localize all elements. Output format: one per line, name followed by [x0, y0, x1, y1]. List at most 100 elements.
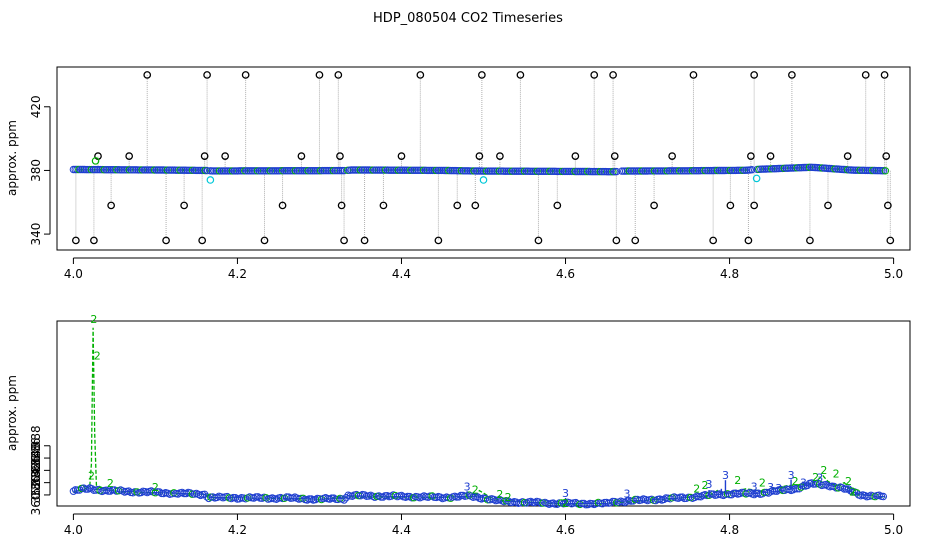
- raw-point-38: [612, 236, 621, 245]
- point-label-3: 3: [624, 487, 631, 500]
- point-label-3: 3: [562, 487, 569, 500]
- point-label-2: 2: [759, 476, 766, 489]
- raw-point-18: [336, 152, 344, 160]
- raw-point-9: [200, 152, 209, 160]
- point-label-2: 2: [88, 470, 95, 483]
- baseline-point: [748, 166, 756, 174]
- data-point: [879, 492, 887, 501]
- flagged-point-2: [479, 176, 488, 184]
- x-tick-label-top: 4.6: [556, 267, 575, 281]
- baseline-point: [87, 165, 96, 174]
- data-point: [842, 485, 851, 493]
- point-label-2: 2: [505, 491, 512, 504]
- raw-point-47: [750, 71, 759, 79]
- baseline-point: [537, 167, 545, 176]
- raw-point-56: [882, 152, 891, 160]
- raw-point-0: [72, 236, 80, 245]
- data-point: [793, 485, 801, 493]
- raw-point-53: [843, 152, 852, 160]
- raw-point-36: [609, 71, 617, 79]
- raw-point-54: [861, 71, 870, 79]
- point-label-2: 2: [152, 481, 159, 494]
- y-tick-label-bottom: 362: [29, 480, 43, 503]
- y-tick-label-top: 420: [29, 95, 43, 118]
- x-tick-label-bottom: 4.4: [392, 523, 411, 537]
- raw-point-5: [143, 71, 152, 79]
- y-tick-label-bottom: 388: [29, 425, 43, 448]
- x-tick-label-bottom: 4.0: [64, 523, 83, 537]
- baseline-point: [333, 166, 341, 175]
- raw-point-3: [107, 201, 115, 210]
- x-tick-label-bottom: 4.2: [228, 523, 247, 537]
- raw-point-58: [886, 236, 895, 245]
- point-label-2: 2: [472, 484, 479, 497]
- raw-point-34: [571, 152, 580, 160]
- raw-point-33: [553, 201, 562, 210]
- raw-point-15: [297, 152, 306, 160]
- y-axis-label-bottom: approx. ppm: [5, 375, 19, 451]
- raw-point-1: [90, 236, 98, 245]
- point-label-2: 2: [90, 313, 97, 326]
- raw-point-32: [534, 236, 543, 245]
- x-tick-label-bottom: 4.6: [556, 523, 575, 537]
- raw-point-16: [315, 71, 324, 79]
- baseline-point: [414, 166, 422, 175]
- baseline-point: [340, 166, 348, 175]
- raw-point-51: [806, 236, 814, 245]
- raw-point-19: [337, 201, 346, 210]
- point-label-2: 2: [849, 486, 856, 499]
- chart-title: HDP_080504 CO2 Timeseries: [373, 11, 563, 26]
- point-label-3: 3: [800, 476, 807, 489]
- baseline-point: [210, 167, 218, 175]
- point-label-2: 2: [792, 475, 799, 488]
- x-tick-label-bottom: 4.8: [720, 523, 739, 537]
- flagged-point-0: [91, 157, 100, 165]
- y-tick-label-bottom: 360: [29, 492, 43, 515]
- point-label-2: 2: [701, 479, 708, 492]
- data-point: [200, 490, 209, 498]
- x-tick-label-top: 4.0: [64, 267, 83, 281]
- baseline-point: [291, 167, 299, 175]
- plot-frame-bottom: [56, 320, 911, 507]
- data-point: [340, 496, 348, 504]
- raw-point-23: [397, 152, 406, 160]
- y-tick-label-bottom: 366: [29, 456, 43, 479]
- point-label-2: 2: [845, 475, 852, 488]
- plot-frame-top: [56, 66, 911, 251]
- point-label-3: 3: [464, 481, 471, 494]
- x-tick-label-top: 4.2: [228, 267, 247, 281]
- baseline-point: [861, 166, 870, 175]
- baseline-point: [612, 167, 621, 176]
- axes-top: 4.0 4.2 4.4 4.6 4.8 5.0 340 380 420: [29, 95, 903, 281]
- raw-point-35: [590, 71, 599, 79]
- raw-point-48: [750, 201, 759, 210]
- raw-point-37: [610, 152, 619, 160]
- raw-point-11: [221, 152, 229, 160]
- raw-point-24: [416, 71, 425, 79]
- raw-point-25: [434, 236, 443, 245]
- raw-point-57: [884, 201, 892, 210]
- raw-point-43: [709, 236, 718, 245]
- raw-point-40: [650, 201, 658, 210]
- raw-point-28: [475, 152, 484, 160]
- y-tick-label-bottom: 368: [29, 443, 43, 466]
- baseline-point: [250, 167, 258, 175]
- raw-point-31: [516, 71, 525, 79]
- raw-point-39: [631, 236, 640, 245]
- raw-point-29: [478, 71, 486, 79]
- x-tick-label-top: 4.8: [720, 267, 739, 281]
- raw-point-22: [379, 201, 388, 210]
- plot-area-top: [69, 71, 895, 245]
- y-tick-label-top: 340: [29, 223, 43, 246]
- baseline-point: [699, 166, 707, 175]
- baseline-point: [203, 166, 211, 175]
- raw-point-27: [471, 201, 480, 210]
- raw-point-6: [162, 236, 170, 245]
- flagged-point-1: [206, 176, 215, 184]
- point-label-2: 2: [812, 471, 819, 484]
- raw-point-7: [180, 201, 188, 210]
- point-label-2: 2: [496, 488, 503, 501]
- axes-bottom: 4.0 4.2 4.4 4.6 4.8 5.03603623643663683803823…: [29, 425, 903, 537]
